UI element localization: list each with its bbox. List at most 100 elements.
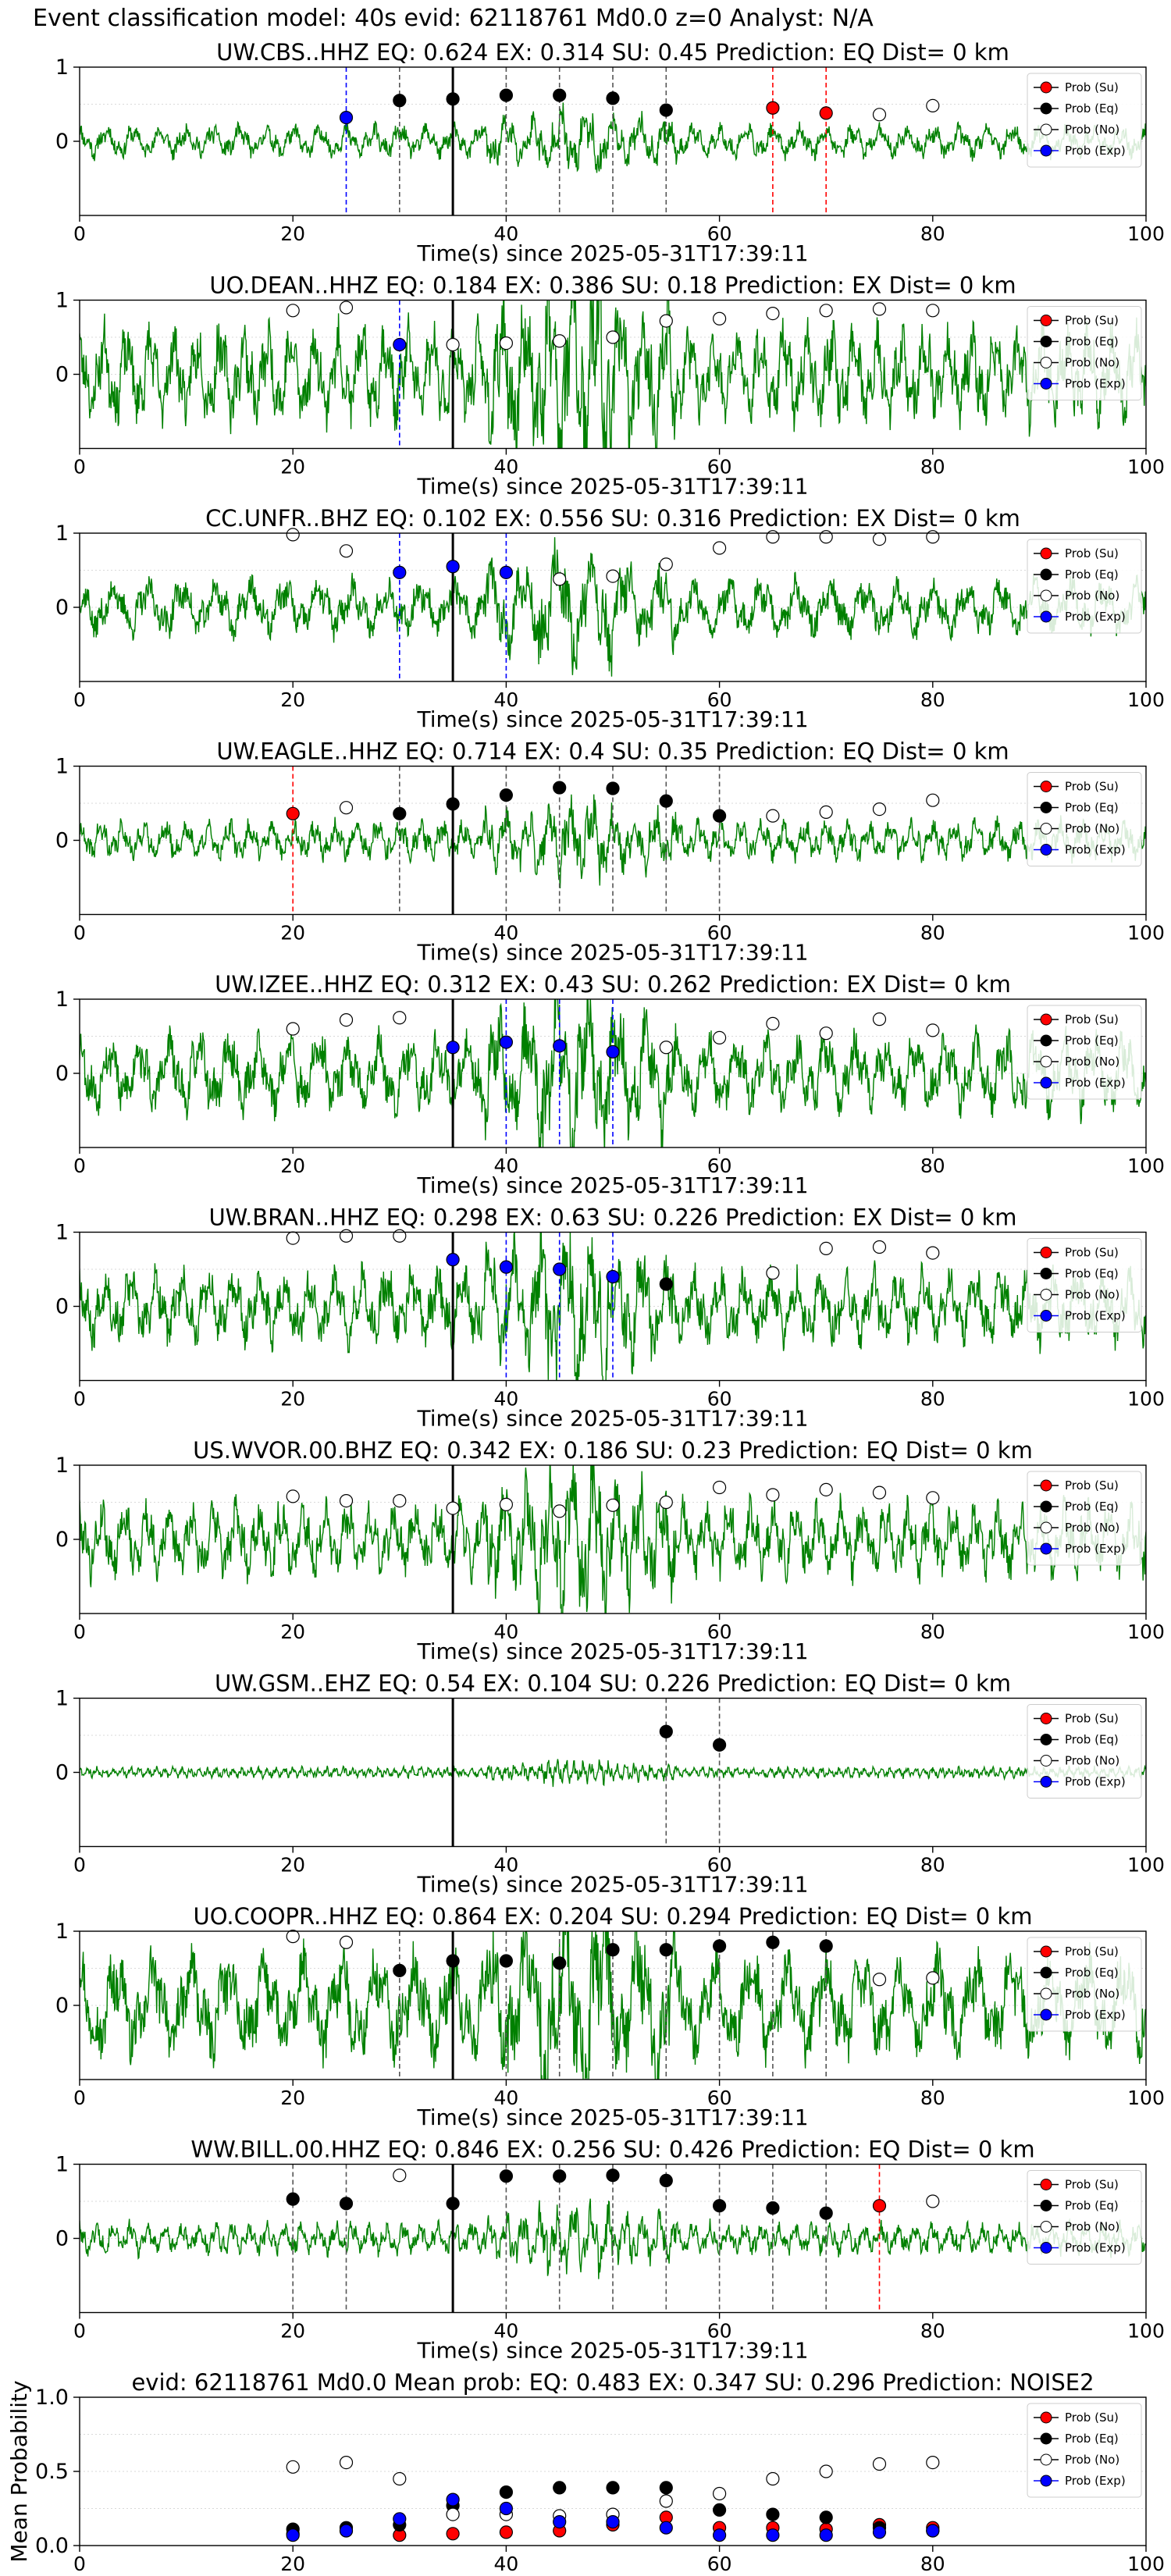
prob-point bbox=[766, 1266, 780, 1280]
legend-marker bbox=[1040, 610, 1052, 623]
prob-point bbox=[446, 1253, 460, 1267]
y-tick-label: 1 bbox=[55, 987, 69, 1012]
prob-point bbox=[286, 304, 300, 318]
prob-point bbox=[712, 311, 727, 326]
subplot-title: UO.COOPR..HHZ EQ: 0.864 EX: 0.204 SU: 0.… bbox=[194, 1903, 1033, 1930]
prob-point bbox=[553, 1262, 567, 1276]
legend-marker bbox=[1040, 1755, 1052, 1767]
subplot-title: UO.DEAN..HHZ EQ: 0.184 EX: 0.386 SU: 0.1… bbox=[209, 272, 1016, 299]
legend-label: Prob (Su) bbox=[1065, 546, 1119, 560]
x-tick-label: 0 bbox=[73, 1621, 86, 1643]
x-tick-label: 80 bbox=[920, 688, 945, 711]
legend-marker bbox=[1040, 844, 1052, 856]
prob-point bbox=[446, 560, 460, 574]
prob-point bbox=[606, 1943, 620, 1957]
x-tick-label: 40 bbox=[493, 222, 518, 245]
legend-marker bbox=[1040, 1479, 1052, 1492]
prob-point bbox=[659, 1041, 673, 1055]
legend-label: Prob (Eq) bbox=[1065, 1733, 1119, 1747]
prob-point bbox=[659, 794, 673, 808]
prob-point bbox=[393, 2169, 407, 2183]
legend-marker bbox=[1040, 568, 1052, 581]
prob-point bbox=[499, 1954, 514, 1968]
prob-point bbox=[926, 1246, 940, 1260]
x-axis-label: Time(s) since 2025-05-31T17:39:11 bbox=[416, 1172, 808, 1198]
mean-prob-point bbox=[286, 2528, 300, 2542]
legend-label: Prob (Su) bbox=[1065, 80, 1119, 94]
subplot-title: UW.GSM..EHZ EQ: 0.54 EX: 0.104 SU: 0.226… bbox=[215, 1670, 1011, 1697]
legend-marker bbox=[1040, 2008, 1052, 2021]
subplot-11: evid: 62118761 Md0.0 Mean prob: EQ: 0.48… bbox=[6, 2369, 1165, 2575]
mean-prob-point bbox=[446, 2527, 460, 2541]
prob-point bbox=[553, 1039, 567, 1053]
legend-label: Prob (Su) bbox=[1065, 1246, 1119, 1260]
legend-marker bbox=[1040, 81, 1052, 94]
prob-point bbox=[712, 541, 727, 555]
legend-marker bbox=[1040, 357, 1052, 368]
y-tick-label: 1 bbox=[55, 55, 69, 80]
prob-point bbox=[659, 1495, 673, 1510]
x-tick-label: 40 bbox=[493, 1155, 518, 1177]
legend: Prob (Su) Prob (Eq) Prob (No) Prob (Exp) bbox=[1027, 2403, 1142, 2498]
x-axis-label: Time(s) since 2025-05-31T17:39:11 bbox=[416, 240, 808, 266]
legend-marker bbox=[1040, 1076, 1052, 1089]
x-tick-label: 0 bbox=[73, 1388, 86, 1411]
x-tick-label: 80 bbox=[920, 922, 945, 945]
prob-point bbox=[659, 314, 673, 328]
prob-point bbox=[339, 1229, 354, 1243]
prob-point bbox=[819, 106, 833, 120]
legend-box bbox=[1027, 1471, 1142, 1566]
x-axis-label: Time(s) since 2025-05-31T17:39:11 bbox=[416, 1638, 808, 1664]
legend-marker bbox=[1040, 1542, 1052, 1555]
legend-label: Prob (No) bbox=[1065, 1288, 1119, 1302]
legend-box bbox=[1027, 1238, 1142, 1332]
prob-point bbox=[926, 793, 940, 807]
legend-marker bbox=[1040, 2200, 1052, 2211]
x-tick-label: 80 bbox=[920, 2553, 945, 2575]
legend-marker bbox=[1040, 1247, 1052, 1258]
legend-label: Prob (No) bbox=[1065, 2453, 1119, 2467]
x-tick-label: 100 bbox=[1127, 1155, 1165, 1177]
legend-marker bbox=[1040, 1713, 1052, 1724]
mean-prob-point bbox=[499, 2485, 514, 2500]
legend-label: Prob (Exp) bbox=[1065, 1775, 1126, 1789]
prob-point bbox=[926, 304, 940, 318]
x-axis-label: Time(s) since 2025-05-31T17:39:11 bbox=[416, 1406, 808, 1432]
prob-point bbox=[339, 2197, 354, 2211]
legend-label: Prob (No) bbox=[1065, 356, 1119, 370]
prob-point bbox=[393, 1963, 407, 1977]
legend-label: Prob (Su) bbox=[1065, 2178, 1119, 2192]
mean-prob-point bbox=[712, 2503, 727, 2517]
legend-label: Prob (Exp) bbox=[1065, 1309, 1126, 1323]
legend-marker bbox=[1040, 1055, 1052, 1068]
prob-point bbox=[393, 565, 407, 579]
y-tick-label: 1 bbox=[55, 1221, 69, 1245]
x-tick-label: 0 bbox=[73, 922, 86, 945]
legend-marker bbox=[1040, 823, 1052, 834]
subplot-title: CC.UNFR..BHZ EQ: 0.102 EX: 0.556 SU: 0.3… bbox=[205, 505, 1020, 532]
mean-prob-point bbox=[553, 2515, 567, 2529]
prob-point bbox=[819, 1939, 833, 1953]
prob-point bbox=[339, 801, 354, 815]
legend-label: Prob (No) bbox=[1065, 1055, 1119, 1069]
legend-label: Prob (Su) bbox=[1065, 1944, 1119, 1959]
x-tick-label: 60 bbox=[707, 1155, 732, 1177]
x-tick-label: 60 bbox=[707, 922, 732, 945]
prob-point bbox=[872, 1485, 887, 1500]
x-tick-label: 80 bbox=[920, 1621, 945, 1643]
subplot-title: UW.EAGLE..HHZ EQ: 0.714 EX: 0.4 SU: 0.35… bbox=[216, 738, 1009, 765]
prob-point bbox=[766, 307, 780, 321]
subplot-title: UW.CBS..HHZ EQ: 0.624 EX: 0.314 SU: 0.45… bbox=[216, 39, 1009, 66]
prob-point bbox=[553, 2169, 567, 2183]
legend-marker bbox=[1040, 2179, 1052, 2190]
prob-point bbox=[553, 88, 567, 102]
prob-point bbox=[659, 103, 673, 117]
prob-point bbox=[446, 1954, 460, 1968]
x-tick-label: 60 bbox=[707, 222, 732, 245]
mean-prob-point bbox=[446, 2507, 460, 2521]
x-tick-label: 60 bbox=[707, 1854, 732, 1877]
prob-point bbox=[499, 1260, 514, 1274]
x-tick-label: 80 bbox=[920, 1388, 945, 1411]
prob-point bbox=[712, 1030, 727, 1045]
